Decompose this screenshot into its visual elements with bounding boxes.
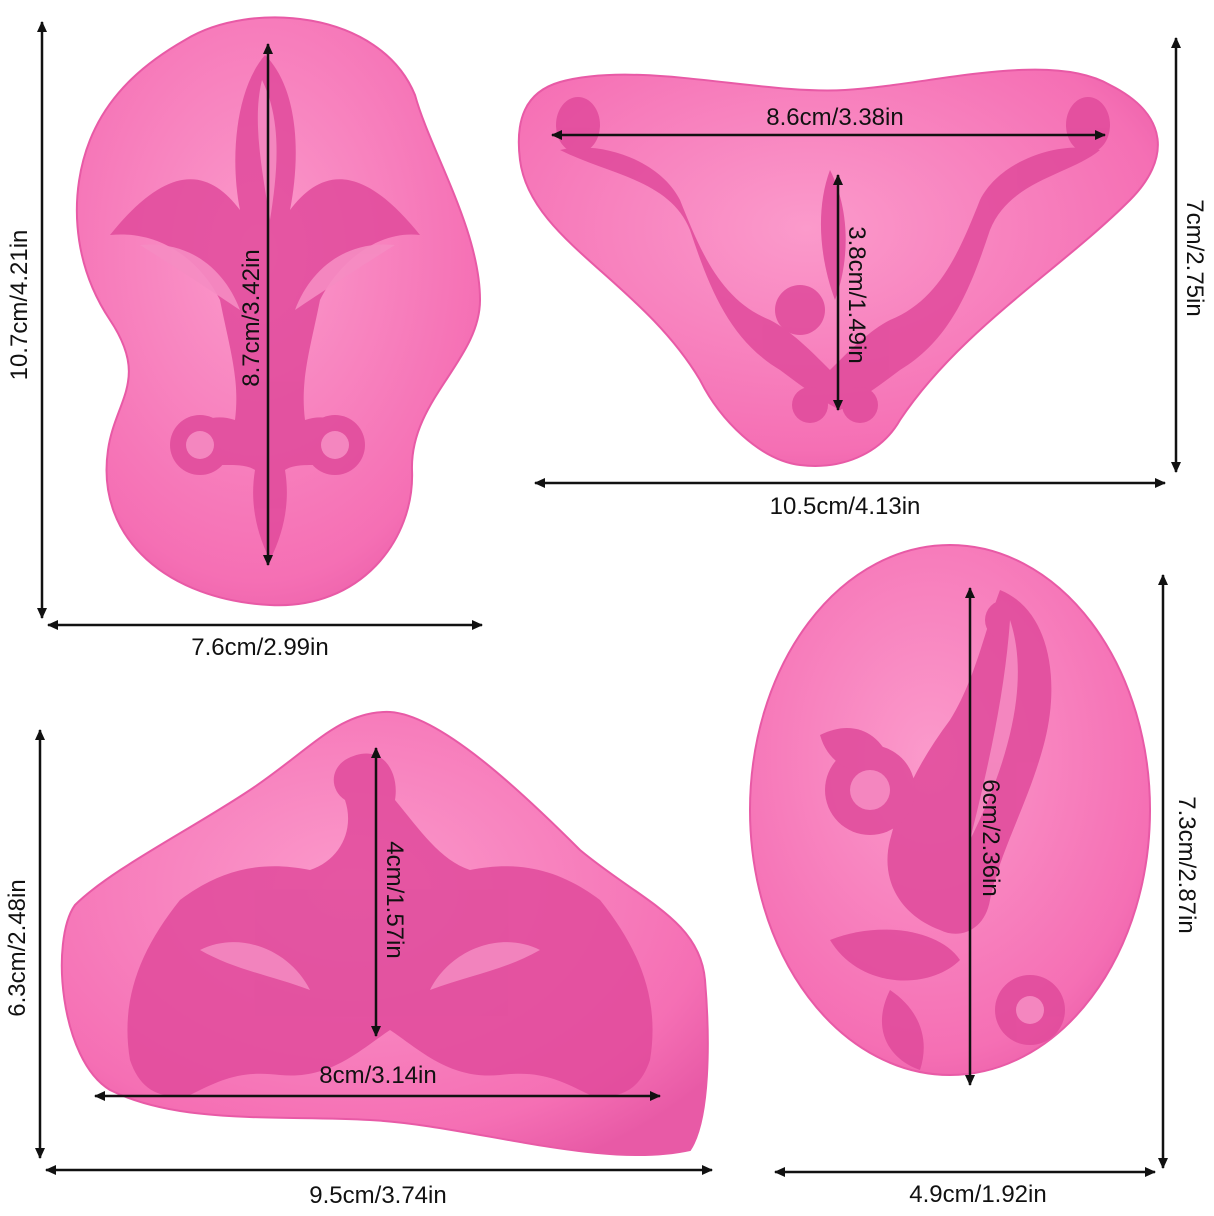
dimension-lines: [35, 21, 1181, 1177]
mold3-width-label: 9.5cm/3.74in: [309, 1182, 447, 1209]
mold3-height-label: 6.3cm/2.48in: [4, 879, 31, 1017]
mold4-pattern-label: 6cm/2.36in: [977, 779, 1004, 897]
mold2-height-label: 7cm/2.75in: [1181, 199, 1208, 317]
mold1-height-label: 10.7cm/4.21in: [6, 229, 33, 381]
mold3-pattern-height-label: 4cm/1.57in: [381, 841, 408, 959]
mold4-height-label: 7.3cm/2.87in: [1173, 796, 1200, 934]
mold2-width-label: 10.5cm/4.13in: [769, 493, 921, 520]
mold1-width-label: 7.6cm/2.99in: [191, 634, 329, 661]
mold-bottom-right: [749, 544, 1151, 1076]
mold-top-left: [75, 16, 482, 607]
mold2-pattern-height-label: 3.8cm/1.49in: [843, 226, 870, 364]
mold1-pattern-label: 8.7cm/3.42in: [238, 249, 265, 387]
foliage-cavity: [127, 753, 653, 1097]
mold2-pattern-width-label: 8.6cm/3.38in: [766, 104, 904, 131]
mold4-width-label: 4.9cm/1.92in: [909, 1181, 1047, 1208]
mold3-pattern-width-label: 8cm/3.14in: [319, 1062, 437, 1089]
mold-bottom-left: [60, 710, 709, 1157]
